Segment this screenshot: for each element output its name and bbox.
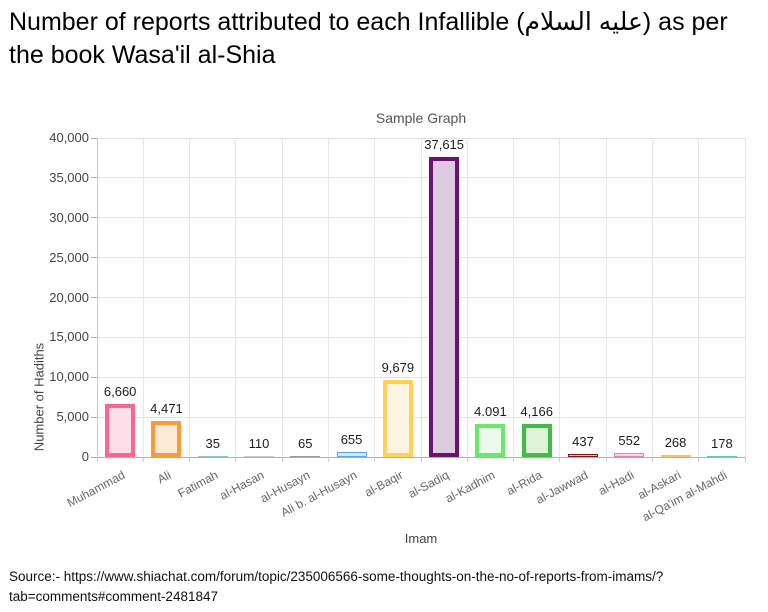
bar-value-label: 178 xyxy=(710,436,733,451)
y-tick-mark xyxy=(91,336,97,338)
y-tick-label: 15,000 xyxy=(49,329,89,345)
y-tick-mark xyxy=(91,456,97,458)
y-tick-label: 35,000 xyxy=(49,169,89,185)
x-gridline xyxy=(142,138,144,457)
plot-area: 0 5,000 10,000 15,000 20,000 25,000 30,000 35,0… xyxy=(49,130,746,524)
y-tick-label: 25,000 xyxy=(49,249,89,265)
y-tick-label: 40,000 xyxy=(49,130,89,145)
bar-value-label: 655 xyxy=(340,432,363,447)
x-tick-mark xyxy=(698,457,700,462)
y-axis-line xyxy=(96,138,98,457)
chart-title: Sample Graph xyxy=(375,110,467,126)
x-gridline xyxy=(513,138,515,457)
bar-al-hadi xyxy=(614,453,645,457)
y-tick-mark xyxy=(91,257,97,259)
x-tick-mark xyxy=(466,457,468,462)
x-tick-mark xyxy=(142,457,144,462)
bar-value-label: 268 xyxy=(664,435,687,450)
y-axis-title: Number of Hadiths xyxy=(31,342,47,452)
bar-al-rida xyxy=(521,424,552,457)
y-tick-label: 5,000 xyxy=(56,409,89,425)
bar-al-kadhim xyxy=(475,424,506,457)
y-tick-label: 10,000 xyxy=(49,369,89,385)
bar-value-label: 4,471 xyxy=(150,401,183,416)
x-tick-mark xyxy=(96,457,98,462)
x-tick-mark xyxy=(420,457,422,462)
x-tick-mark xyxy=(744,457,746,462)
bar-fatimah xyxy=(197,456,228,457)
x-tick-mark xyxy=(605,457,607,462)
bar-value-label: 65 xyxy=(298,436,313,451)
x-gridline xyxy=(281,138,283,457)
bar-al-baqir xyxy=(382,380,413,457)
page-title: Number of reports attributed to each Inf… xyxy=(9,8,728,69)
bar-al-husayn xyxy=(290,456,321,457)
bar-value-label: 6,660 xyxy=(103,384,137,399)
x-gridline xyxy=(744,138,746,457)
y-tick-mark xyxy=(91,137,97,139)
x-tick-mark xyxy=(651,457,653,462)
x-gridline xyxy=(420,138,422,457)
bar-ali-b-al-husayn xyxy=(336,452,367,457)
x-tick-mark xyxy=(374,457,376,462)
bar-value-label: 552 xyxy=(618,433,641,448)
bar-al-qa-im-al-mahdi xyxy=(706,456,737,457)
x-tick-mark xyxy=(281,457,283,462)
bar-al-jawwad xyxy=(568,454,598,457)
x-gridline xyxy=(189,138,191,457)
x-gridline xyxy=(374,138,376,457)
bar-value-label: 37,615 xyxy=(424,137,465,152)
bar-ali xyxy=(151,421,182,457)
x-tick-mark xyxy=(513,457,515,462)
source-line: tab=comments#comment-2481847 xyxy=(9,589,218,604)
x-gridline xyxy=(235,138,237,457)
x-axis-title: Imam xyxy=(404,531,438,546)
y-tick-mark xyxy=(91,217,97,219)
source-line: Source:- https://www.shiachat.com/forum/… xyxy=(9,569,664,584)
x-gridline xyxy=(605,138,607,457)
x-tick-mark xyxy=(559,457,561,462)
x-gridline xyxy=(698,138,700,457)
bar-al-askari xyxy=(660,455,691,457)
bar-value-label: 437 xyxy=(572,434,594,449)
y-tick-mark xyxy=(91,177,97,179)
bar-value-label: 9,679 xyxy=(381,360,415,375)
y-tick-mark xyxy=(91,416,97,418)
y-tick-mark xyxy=(91,376,97,378)
bar-al-hasan xyxy=(244,456,274,457)
y-tick-label: 0 xyxy=(81,449,89,464)
x-gridline xyxy=(651,138,653,457)
bar-value-label: 4,166 xyxy=(520,404,553,419)
x-tick-mark xyxy=(327,457,329,462)
x-gridline xyxy=(327,138,329,457)
bar-value-label: 110 xyxy=(248,436,270,451)
bar-value-label: 4.091 xyxy=(474,404,507,419)
bar-muhammad xyxy=(105,404,136,457)
x-tick-mark xyxy=(235,457,237,462)
x-gridline xyxy=(466,138,468,457)
y-tick-mark xyxy=(91,297,97,298)
y-tick-label: 20,000 xyxy=(49,289,89,305)
x-tick-mark xyxy=(189,457,191,462)
bar-value-label: 35 xyxy=(205,436,220,451)
bar-al-sadiq xyxy=(429,157,460,457)
source-text: Source:- https://www.shiachat.com/forum/… xyxy=(9,567,663,607)
y-tick-label: 30,000 xyxy=(49,209,89,225)
x-gridline xyxy=(559,138,561,457)
chart: Sample Graph Number of Hadiths 0 5,000 10,… xyxy=(0,100,768,555)
